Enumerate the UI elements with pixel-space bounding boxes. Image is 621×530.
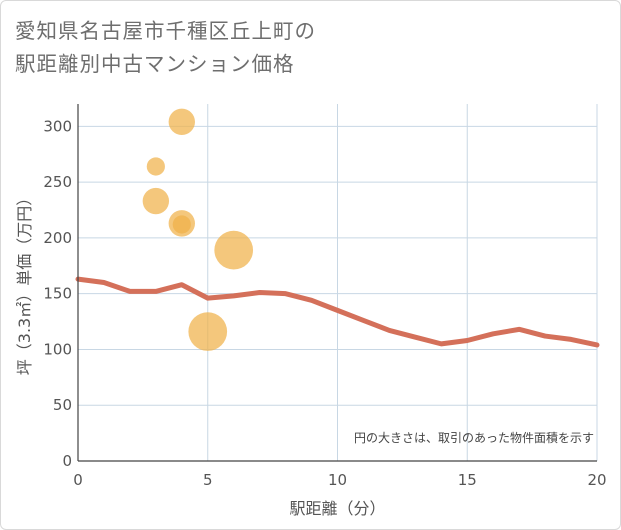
bubble-point [146,157,165,176]
x-tick-label: 0 [73,471,83,489]
y-tick-label: 50 [53,396,72,414]
y-tick-label: 250 [43,173,72,191]
x-tick-label: 15 [458,471,477,489]
chart-title-line-2: 駅距離別中古マンション価格 [15,52,295,76]
bubble-point [168,108,195,136]
bubble-size-note: 円の大きさは、取引のあった物件面積を示す [354,430,594,445]
y-tick-label: 0 [62,452,72,470]
chart-title: 愛知県名古屋市千種区丘上町の 駅距離別中古マンション価格 [15,15,316,81]
bubble-point [188,312,228,351]
x-tick-label: 5 [203,471,213,489]
bubble-series [142,108,254,351]
chart-title-line-1: 愛知県名古屋市千種区丘上町の [15,19,316,43]
x-tick-label: 20 [587,471,606,489]
y-tick-label: 100 [43,340,72,358]
axes [77,104,597,462]
x-axis-label: 駅距離（分） [289,499,385,518]
trend-series [75,276,600,348]
y-tick-label: 200 [43,229,72,247]
y-tick-label: 300 [43,117,72,135]
grid [78,104,598,461]
bubble-point [142,187,170,215]
y-axis-label: 坪（3.3㎡）単価（万円） [15,190,34,375]
average-price-line [75,276,600,348]
y-tick-label: 150 [43,285,72,303]
bubble-point [172,215,191,234]
x-tick-label: 10 [328,471,347,489]
bubble-point [214,230,254,270]
